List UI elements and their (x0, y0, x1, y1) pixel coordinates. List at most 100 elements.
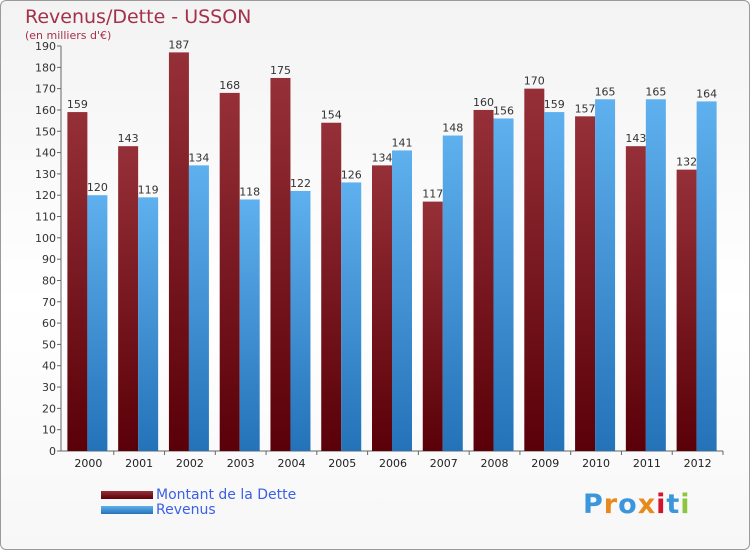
data-label-revenus-2005: 126 (341, 168, 362, 181)
y-tick-label: 10 (42, 424, 56, 437)
x-tick-label: 2002 (176, 457, 204, 470)
y-tick-label: 150 (35, 125, 56, 138)
y-tick-label: 130 (35, 168, 56, 181)
data-label-revenus-2003: 118 (239, 185, 260, 198)
x-tick-label: 2008 (481, 457, 509, 470)
bar-dette-2005 (321, 122, 342, 451)
y-tick-label: 160 (35, 104, 56, 117)
proxiti-logo: Proxiti (583, 489, 691, 520)
bar-dette-2007 (422, 201, 443, 451)
x-tick-label: 2011 (633, 457, 661, 470)
y-tick-label: 190 (35, 40, 56, 53)
bar-revenus-2007 (442, 135, 463, 452)
y-tick-label: 90 (42, 253, 56, 266)
x-tick-label: 2007 (430, 457, 458, 470)
bar-dette-2006 (372, 165, 392, 452)
bar-revenus-2004 (290, 190, 311, 451)
x-tick-label: 2003 (227, 457, 255, 470)
data-label-dette-2007: 117 (422, 188, 443, 201)
y-tick-label: 120 (35, 189, 56, 202)
bars (67, 52, 717, 452)
data-label-dette-2002: 187 (168, 38, 189, 51)
logo-letter: o (618, 489, 638, 520)
x-tick-label: 2009 (531, 457, 559, 470)
data-label-revenus-2010: 165 (595, 85, 616, 98)
data-label-revenus-2001: 119 (138, 183, 159, 196)
logo-letter: x (637, 489, 657, 520)
data-label-revenus-2008: 156 (493, 104, 514, 117)
bar-revenus-2012 (696, 101, 717, 451)
bar-revenus-2000 (87, 195, 108, 451)
x-tick-label: 2005 (328, 457, 356, 470)
y-tick-label: 170 (35, 83, 56, 96)
data-label-dette-2005: 154 (321, 109, 342, 122)
bar-dette-2003 (219, 92, 240, 451)
bar-revenus-2010 (595, 99, 616, 451)
bar-revenus-2008 (493, 118, 514, 451)
data-label-dette-2008: 160 (473, 96, 494, 109)
data-label-revenus-2002: 134 (188, 151, 209, 164)
logo-letter: i (656, 489, 667, 520)
bar-dette-2004 (270, 77, 291, 451)
x-tick-label: 2012 (684, 457, 712, 470)
data-label-revenus-2012: 164 (696, 87, 717, 100)
bar-revenus-2005 (341, 182, 362, 451)
logo-letter: t (666, 489, 681, 520)
bar-dette-2008 (473, 109, 494, 452)
y-tick-label: 180 (35, 61, 56, 74)
x-tick-label: 2006 (379, 457, 407, 470)
bar-revenus-2001 (138, 197, 159, 451)
y-tick-label: 100 (35, 232, 56, 245)
data-label-revenus-2007: 148 (442, 122, 463, 135)
bar-revenus-2011 (645, 99, 666, 451)
y-tick-label: 20 (42, 402, 56, 415)
data-label-dette-2011: 143 (625, 132, 646, 145)
data-label-dette-2001: 143 (118, 132, 139, 145)
legend-swatch-revenus (101, 506, 153, 514)
data-label-revenus-2000: 120 (87, 181, 108, 194)
logo-letter: r (603, 489, 619, 520)
bar-dette-2012 (676, 169, 697, 451)
data-label-dette-2009: 170 (524, 75, 545, 88)
logo-letter: i (680, 489, 691, 520)
legend-label-revenus: Revenus (156, 502, 216, 518)
y-tick-label: 50 (42, 338, 56, 351)
bar-revenus-2009 (544, 112, 565, 451)
bar-revenus-2006 (392, 150, 412, 451)
data-label-revenus-2004: 122 (290, 177, 311, 190)
data-label-dette-2012: 132 (676, 156, 697, 169)
y-tick-label: 40 (42, 360, 56, 373)
y-tick-label: 80 (42, 274, 56, 287)
data-label-dette-2000: 159 (67, 98, 88, 111)
data-label-dette-2003: 168 (219, 79, 240, 92)
data-label-revenus-2011: 165 (645, 85, 666, 98)
y-tick-label: 110 (35, 211, 56, 224)
y-tick-label: 70 (42, 296, 56, 309)
bar-revenus-2003 (239, 199, 260, 451)
data-label-dette-2004: 175 (270, 64, 291, 77)
y-tick-label: 60 (42, 317, 56, 330)
bar-dette-2000 (67, 112, 88, 451)
bar-dette-2009 (524, 88, 545, 451)
bar-dette-2010 (575, 116, 596, 451)
bar-dette-2002 (168, 52, 189, 451)
data-labels: 159 120 143 119 187 134 168 118 175 122 154 126 134 1… (67, 38, 717, 200)
data-label-dette-2010: 157 (575, 102, 596, 115)
logo-letter: P (583, 489, 604, 520)
legend-swatch-debt (101, 491, 153, 499)
x-tick-label: 2010 (582, 457, 610, 470)
bar-revenus-2002 (188, 165, 209, 452)
chart-title: Revenus/Dette - USSON (25, 6, 252, 28)
legend-label-debt: Montant de la Dette (156, 487, 297, 503)
data-label-revenus-2009: 159 (544, 98, 565, 111)
chart-subtitle: (en milliers d'€) (25, 29, 112, 42)
data-label-dette-2006: 134 (372, 151, 393, 164)
x-tick-label: 2004 (277, 457, 305, 470)
y-tick-label: 0 (49, 445, 56, 458)
x-tick-label: 2000 (74, 457, 102, 470)
y-tick-label: 30 (42, 381, 56, 394)
x-tick-label: 2001 (125, 457, 153, 470)
bar-dette-2001 (118, 146, 139, 451)
